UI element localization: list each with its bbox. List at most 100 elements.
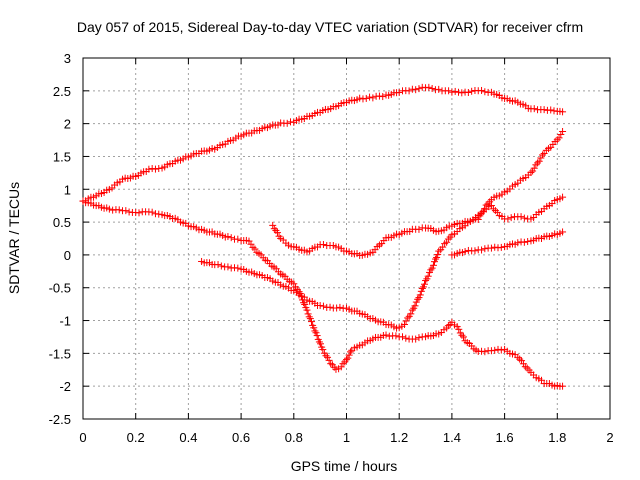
data-point <box>122 207 130 215</box>
data-point <box>346 348 354 356</box>
data-point <box>497 243 505 251</box>
data-point <box>540 106 548 114</box>
x-tick-label: 0.8 <box>285 430 303 445</box>
data-point <box>458 331 466 339</box>
x-tick-label: 1.8 <box>548 430 566 445</box>
data-point <box>535 157 543 165</box>
data-point <box>517 213 525 221</box>
data-point <box>382 331 390 339</box>
data-point <box>217 262 225 270</box>
data-point <box>455 325 463 333</box>
data-point <box>366 93 374 101</box>
data-point <box>307 318 315 326</box>
data-point <box>339 360 347 368</box>
data-point <box>155 210 163 218</box>
data-point <box>324 353 332 361</box>
data-point <box>273 229 281 237</box>
data-point <box>425 83 433 91</box>
data-point <box>319 302 327 310</box>
data-point <box>322 352 330 360</box>
y-tick-label: -2.5 <box>49 412 71 427</box>
data-point <box>135 209 143 217</box>
data-point <box>398 333 406 341</box>
data-point <box>481 205 489 213</box>
data-point <box>313 332 321 340</box>
data-point <box>532 161 540 169</box>
grid <box>83 58 610 419</box>
data-point <box>451 87 459 95</box>
data-point <box>454 88 462 96</box>
data-point <box>343 356 350 364</box>
data-point <box>547 106 555 114</box>
y-tick-label: 0 <box>64 248 71 263</box>
data-point <box>481 88 489 96</box>
data-point <box>514 239 522 247</box>
data-point <box>405 87 413 95</box>
x-tick-label: 0 <box>79 430 86 445</box>
data-point <box>283 119 291 127</box>
y-axis-label: SDTVAR / TECUs <box>6 182 22 294</box>
y-tick-label: 1 <box>64 182 71 197</box>
data-point <box>337 363 345 371</box>
data-point <box>105 205 113 213</box>
data-point <box>491 243 499 251</box>
data-point <box>395 88 403 96</box>
y-tick-label: 3 <box>64 51 71 66</box>
data-point <box>478 246 486 254</box>
chart-title: Day 057 of 2015, Sidereal Day-to-day VTE… <box>77 19 583 35</box>
data-point <box>319 241 327 249</box>
data-point <box>432 255 440 263</box>
x-tick-label: 0.4 <box>179 430 197 445</box>
data-point <box>224 263 232 271</box>
data-point <box>310 324 318 332</box>
data-point <box>306 315 314 323</box>
data-point <box>407 310 415 318</box>
data-point <box>520 238 528 246</box>
data-point <box>415 334 423 342</box>
data-point <box>550 107 558 115</box>
data-point <box>234 264 242 272</box>
data-point <box>301 300 309 308</box>
x-tick-label: 2 <box>606 430 613 445</box>
data-point <box>487 244 495 252</box>
data-point <box>459 333 467 341</box>
data-point <box>427 266 435 274</box>
data-point <box>559 228 567 236</box>
data-point <box>325 356 333 364</box>
data-point <box>428 84 436 92</box>
data-point <box>559 382 567 390</box>
x-tick-label: 0.6 <box>232 430 250 445</box>
data-point <box>333 304 341 312</box>
data-point <box>305 313 313 321</box>
data-point <box>559 193 567 201</box>
data-point <box>303 306 311 314</box>
x-tick-label: 1.6 <box>496 430 514 445</box>
x-axis-label: GPS time / hours <box>291 458 398 474</box>
data-point <box>362 94 370 102</box>
data-point <box>416 291 424 299</box>
data-point <box>478 86 486 94</box>
data-point <box>379 93 387 101</box>
data-point <box>412 86 420 94</box>
data-point <box>435 85 443 93</box>
data-point <box>559 108 567 116</box>
data-point <box>417 287 425 295</box>
data-point <box>497 346 505 354</box>
data-point <box>327 360 335 368</box>
data-point <box>559 128 567 136</box>
data-point <box>448 88 456 96</box>
y-tick-label: 0.5 <box>53 215 71 230</box>
data-point <box>538 151 546 159</box>
data-point <box>481 245 489 253</box>
y-tick-label: -1.5 <box>49 346 71 361</box>
data-point <box>444 322 452 330</box>
data-point <box>434 251 442 259</box>
data-point <box>414 295 422 303</box>
data-point <box>287 118 295 126</box>
data-point <box>555 134 563 142</box>
data-points <box>79 83 567 390</box>
data-point <box>304 310 312 318</box>
x-tick-label: 1 <box>343 430 350 445</box>
plot-frame <box>82 57 611 420</box>
